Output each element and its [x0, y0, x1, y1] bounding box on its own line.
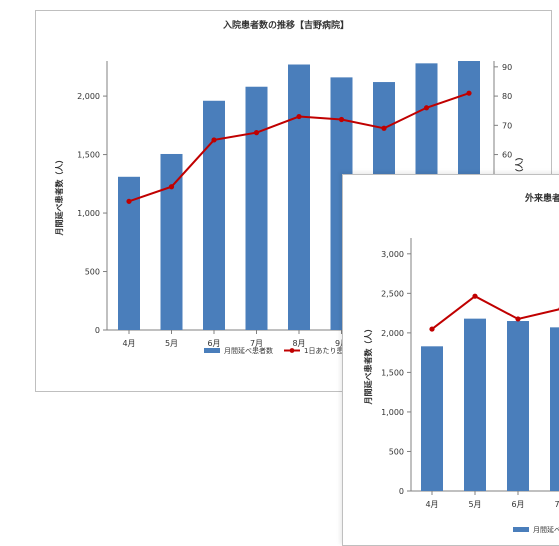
chart-title: 入院患者数の推移【吉野病院】	[222, 19, 349, 31]
y2-tick-label: 70	[502, 121, 512, 130]
y-tick-label: 2,500	[381, 289, 404, 298]
x-tick-label: 6月	[511, 500, 524, 509]
legend-bar-swatch	[204, 348, 220, 353]
y2-tick-label: 90	[502, 63, 512, 72]
x-tick-label: 9月	[335, 339, 348, 348]
line-point	[126, 198, 132, 204]
bar	[550, 327, 559, 491]
y-tick-label: 1,500	[77, 151, 100, 160]
legend-bar-label: 月間延べ患者数	[533, 525, 559, 534]
y-tick-label: 0	[399, 487, 404, 496]
legend-bar-swatch	[513, 527, 529, 532]
y-tick-label: 1,000	[77, 209, 100, 218]
y-axis-label: 月間延べ患者数（人）	[54, 156, 64, 237]
x-tick-label: 4月	[425, 500, 438, 509]
bar	[421, 346, 443, 491]
x-tick-label: 7月	[554, 500, 559, 509]
y-tick-label: 0	[95, 326, 100, 335]
line-point	[472, 293, 478, 299]
line-point	[515, 316, 521, 322]
x-tick-label: 8月	[292, 339, 305, 348]
y-tick-label: 2,000	[77, 92, 100, 101]
line-point	[466, 90, 472, 96]
y-tick-label: 2,000	[381, 329, 404, 338]
bar	[288, 64, 310, 330]
line-point	[253, 130, 260, 136]
line-point	[423, 105, 430, 111]
y-axis-label: 月間延べ患者数（人）	[363, 325, 373, 406]
y-tick-label: 1,500	[381, 368, 404, 377]
outpatient-chart-svg: 外来患者 0 500 1,000 1,500 2,000 2,500 3,000 月間延べ患者数…	[363, 192, 559, 534]
line-point	[296, 113, 302, 120]
y-tick-label: 1,000	[381, 408, 404, 417]
line-point	[338, 116, 345, 123]
x-tick-label: 5月	[468, 500, 481, 509]
bar	[203, 100, 225, 330]
x-tick-label: 7月	[250, 339, 263, 348]
y-tick-label: 500	[85, 268, 100, 277]
x-tick-label: 6月	[207, 339, 220, 348]
x-tick-label: 4月	[122, 339, 135, 348]
y-tick-label: 3,000	[381, 250, 404, 259]
y2-tick-label: 80	[502, 92, 512, 101]
bar	[507, 321, 529, 491]
line-point	[381, 125, 387, 131]
bar	[160, 153, 183, 330]
y2-tick-label: 60	[502, 151, 512, 160]
y-tick-label: 500	[389, 447, 404, 456]
line-point	[211, 137, 217, 143]
chart-title: 外来患者	[524, 192, 559, 204]
outpatient-chart: 外来患者 0 500 1,000 1,500 2,000 2,500 3,000 月間延べ患者数…	[342, 174, 559, 546]
line-point	[168, 184, 175, 190]
legend-bar-label: 月間延べ患者数	[224, 346, 273, 355]
x-tick-label: 5月	[165, 339, 178, 348]
line-series	[431, 295, 559, 330]
bar	[245, 86, 268, 330]
bar	[118, 176, 140, 330]
legend-line-marker	[289, 348, 295, 353]
legend-line-label: 1日あたり患者数	[304, 346, 357, 355]
bar	[464, 318, 486, 491]
line-point	[429, 326, 435, 332]
